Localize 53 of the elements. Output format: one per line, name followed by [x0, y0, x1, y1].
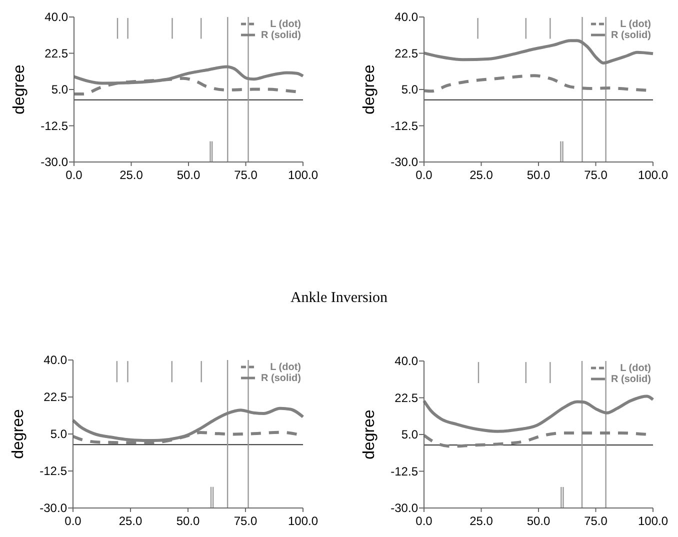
y-tick-label: -30.0: [390, 155, 418, 170]
y-axis-title: degree: [11, 64, 28, 114]
x-tick-label: 75.0: [234, 514, 258, 528]
x-tick-label: 75.0: [234, 168, 258, 182]
y-axis-title: degree: [361, 64, 378, 114]
x-tick-label: 75.0: [584, 514, 608, 528]
x-tick-label: 0.0: [66, 168, 83, 182]
legend-label: L (dot): [620, 19, 651, 30]
x-tick-label: 0.0: [416, 514, 433, 528]
text: Ankle Inversion: [290, 290, 388, 306]
x-tick-label: 25.0: [470, 168, 494, 182]
y-axis-title: degree: [10, 408, 27, 459]
y-tick-label: 40.0: [394, 10, 418, 24]
x-tick-label: 50.0: [526, 168, 550, 182]
y-tick-label: 40.0: [394, 354, 418, 368]
x-tick-label: 50.0: [176, 514, 200, 528]
legend-label: R (solid): [261, 30, 301, 41]
legend-label: R (solid): [261, 373, 301, 384]
y-tick-label: 22.5: [394, 46, 418, 60]
y-tick-label: -30.0: [390, 501, 418, 516]
y-tick-label: 5.0: [401, 428, 418, 442]
y-tick-label: 5.0: [50, 427, 68, 442]
y-tick-label: -12.5: [390, 118, 418, 133]
x-tick-label: 0.0: [416, 168, 433, 182]
x-tick-label: 100.0: [638, 514, 668, 528]
x-tick-label: 25.0: [118, 514, 142, 528]
y-tick-label: -12.5: [40, 464, 68, 478]
y-tick-label: 22.5: [44, 46, 68, 60]
y-tick-label: -30.0: [40, 155, 68, 170]
legend-label: L (dot): [270, 19, 301, 30]
y-tick-label: 5.0: [51, 82, 68, 97]
x-tick-label: 100.0: [288, 514, 318, 528]
x-tick-label: 50.0: [526, 514, 550, 528]
legend-label: R (solid): [611, 374, 651, 385]
x-tick-label: 25.0: [120, 168, 144, 182]
x-tick-label: 25.0: [470, 514, 494, 528]
legend-label: R (solid): [611, 30, 651, 41]
x-tick-label: 0.0: [64, 514, 82, 528]
y-tick-label: 40.0: [44, 353, 68, 368]
y-tick-label: 22.5: [394, 390, 418, 405]
y-tick-label: -12.5: [40, 118, 68, 133]
x-tick-label: 100.0: [638, 168, 668, 182]
x-tick-label: 50.0: [176, 168, 200, 182]
y-tick-label: 40.0: [44, 10, 68, 24]
x-tick-label: 100.0: [288, 168, 318, 182]
y-tick-label: 22.5: [44, 390, 68, 404]
y-tick-label: -12.5: [390, 464, 418, 478]
y-tick-label: 5.0: [401, 82, 418, 97]
y-tick-label: -30.0: [40, 501, 68, 516]
x-tick-label: 75.0: [584, 168, 608, 182]
y-axis-title: degree: [361, 409, 378, 460]
legend-label: L (dot): [270, 362, 301, 373]
legend-label: L (dot): [620, 363, 651, 374]
